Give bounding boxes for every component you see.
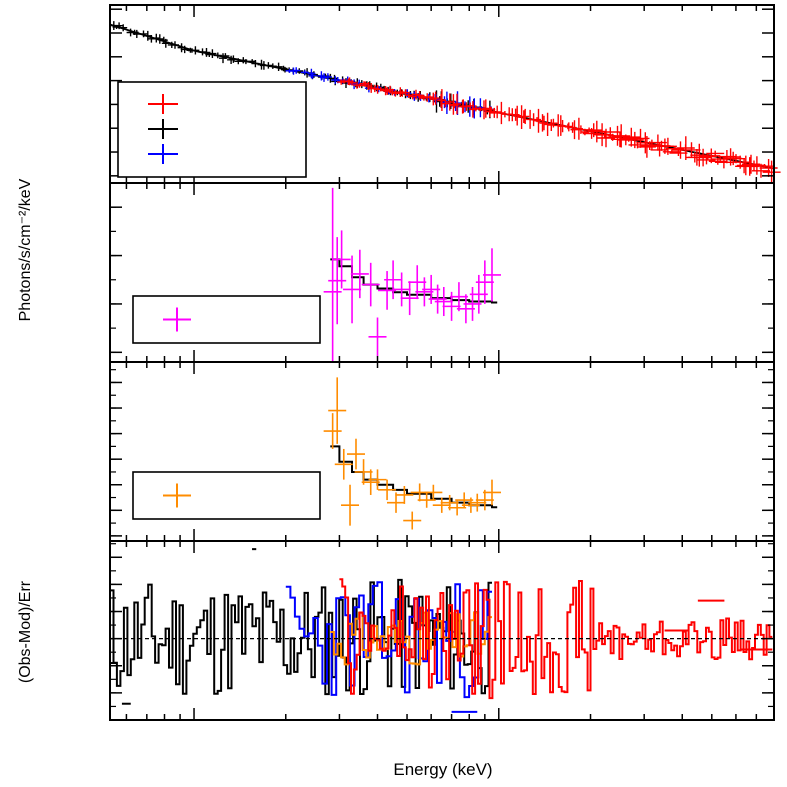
- residual-series-ixpe-i: [285, 581, 492, 699]
- plot-data: [109, 21, 781, 713]
- panel-frame-residuals: [109, 540, 775, 721]
- legend-box-ixpe-u: [132, 471, 321, 520]
- y-axis-title-flux: Photons/s/cm⁻²/keV: [17, 178, 34, 321]
- y-axis-title-residuals: (Obs-Mod)/Err: [17, 580, 34, 683]
- x-axis-title: Energy (keV): [393, 760, 492, 779]
- model-curve-ixpe-u: [330, 445, 498, 509]
- legends: [117, 81, 321, 520]
- legend-box-spectrum: [117, 81, 307, 178]
- plot-frames: [109, 4, 775, 721]
- data-series-nustar: [337, 77, 781, 183]
- residual-series-nustar: [339, 578, 773, 700]
- legend-box-ixpe-q: [132, 295, 321, 344]
- axis-ticks: [110, 5, 775, 721]
